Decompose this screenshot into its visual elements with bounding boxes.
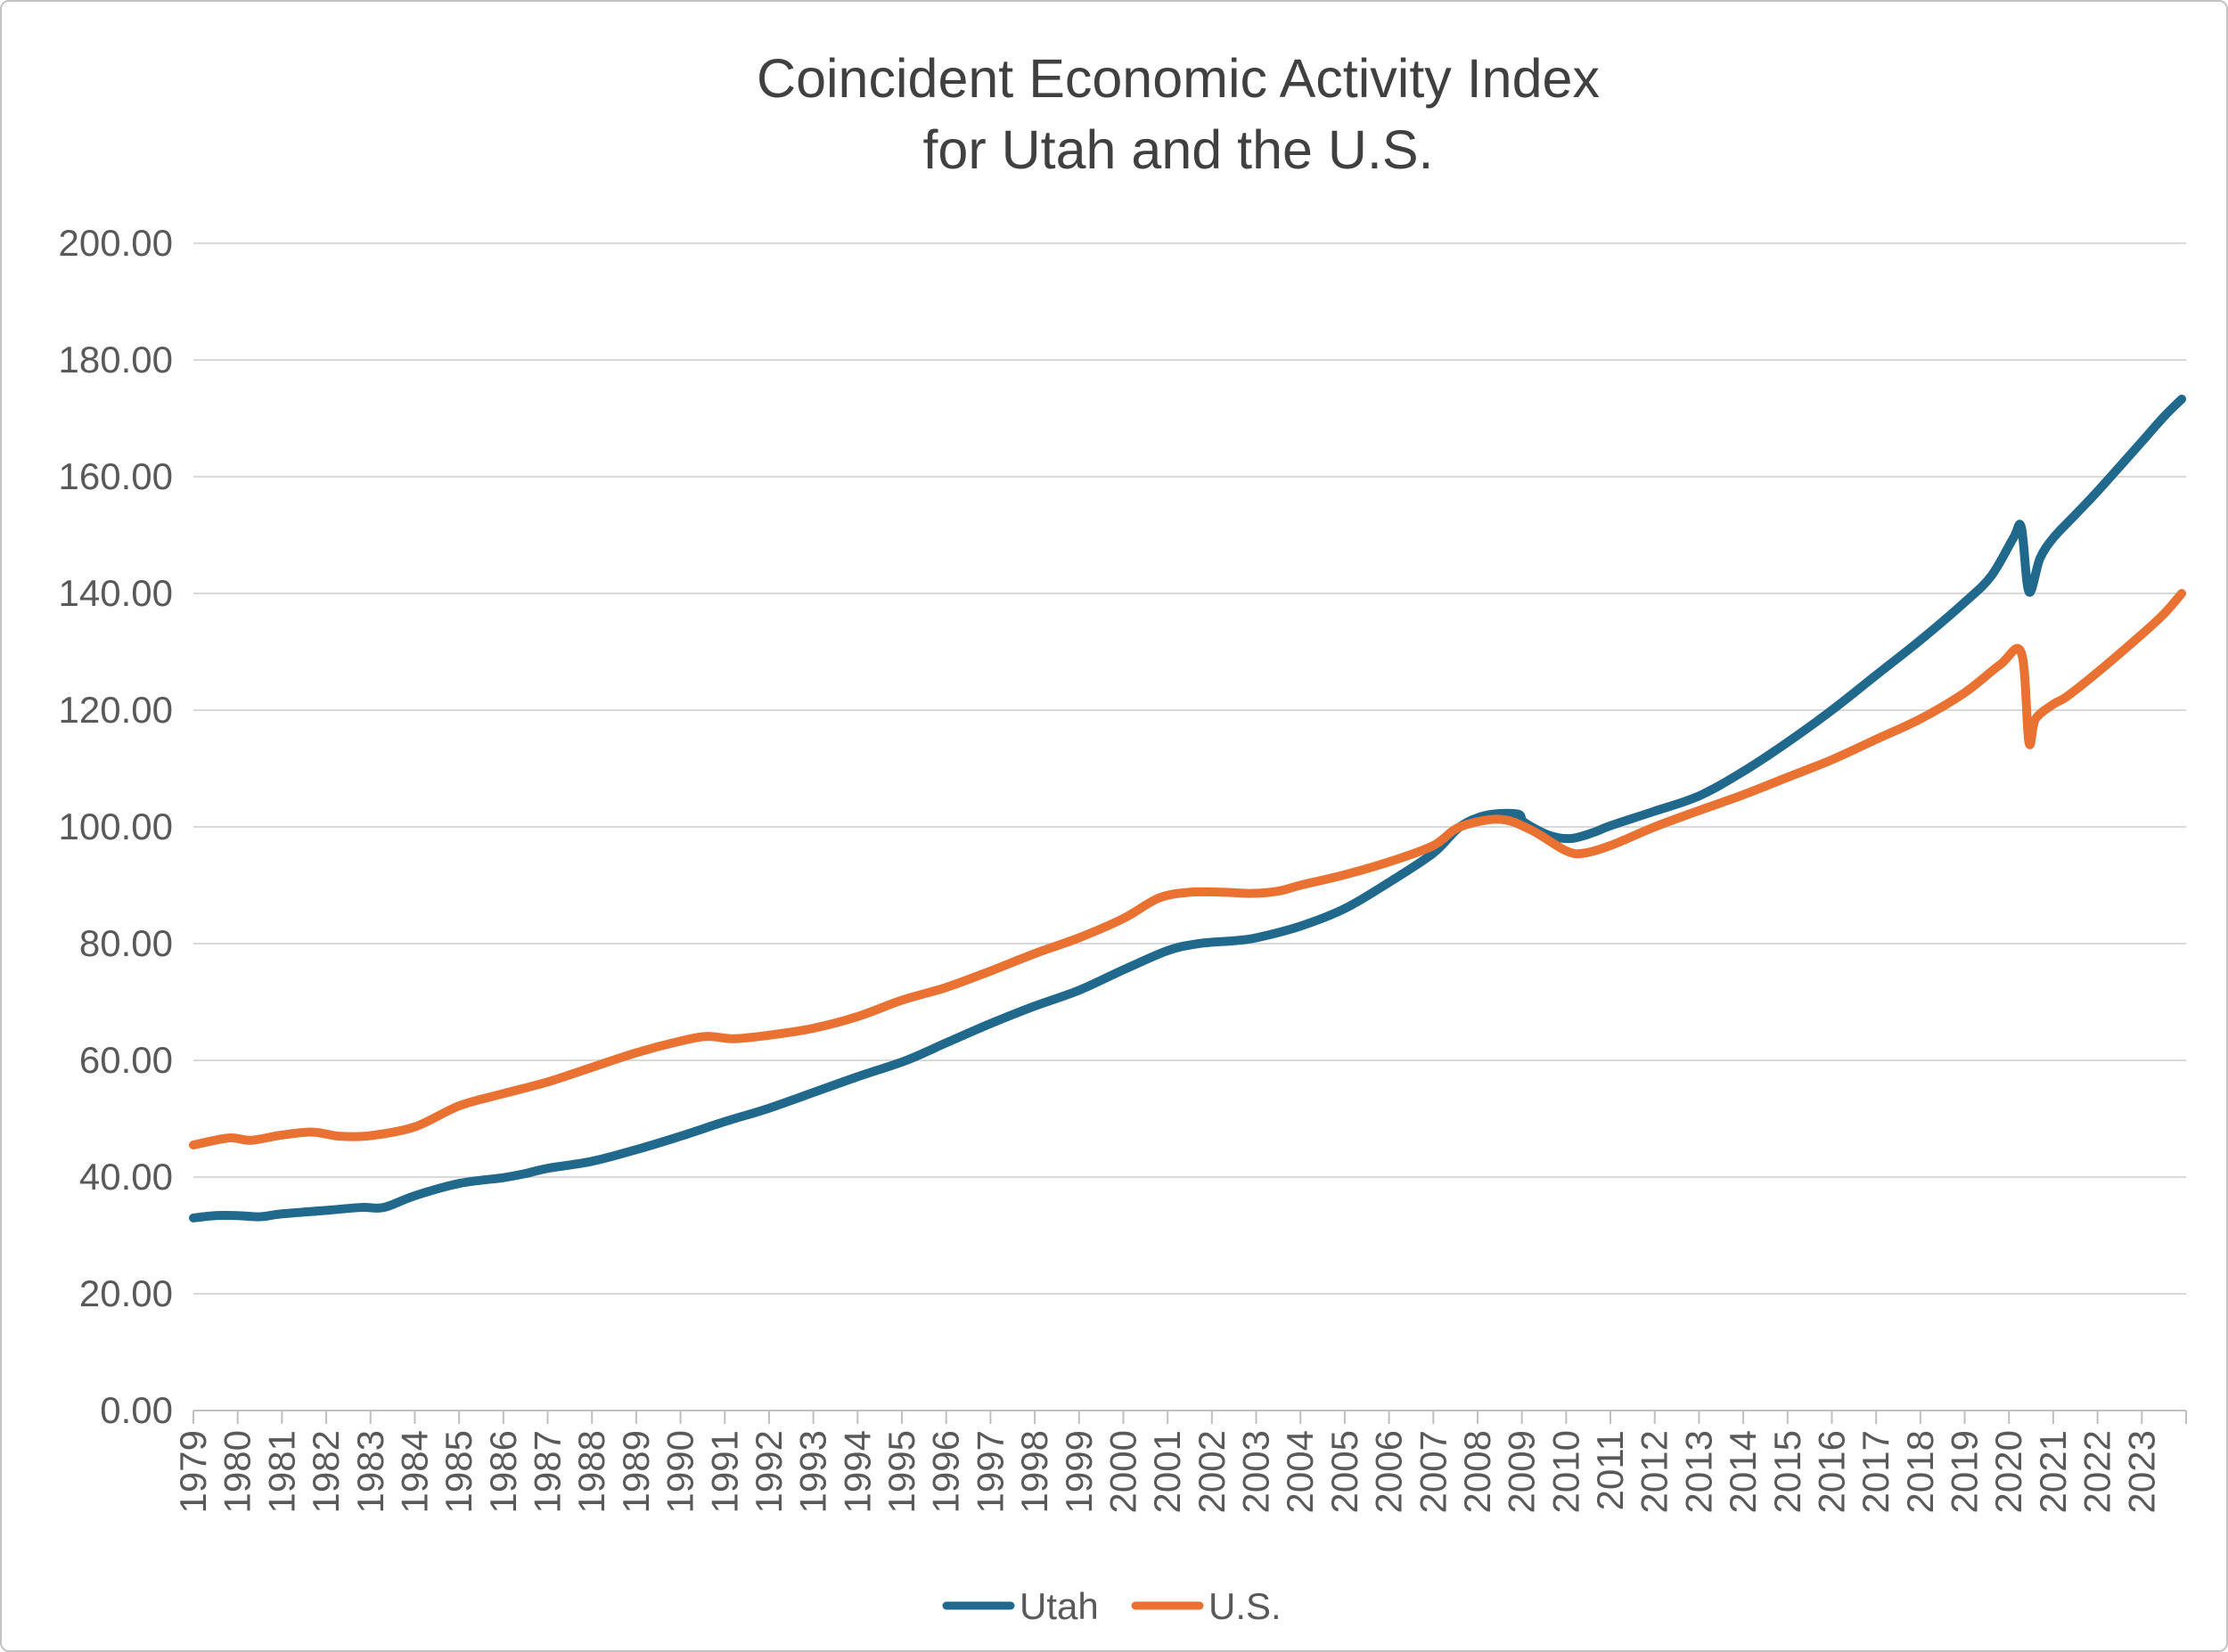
x-tick-label: 1988 [570, 1430, 612, 1513]
x-tick-label: 2012 [1634, 1430, 1675, 1513]
y-axis-labels: 0.00 20.00 40.00 60.00 80.00 100.00 120.00 140.… [59, 222, 173, 1431]
x-tick-label: 2014 [1722, 1430, 1764, 1513]
x-tick-label: 1990 [659, 1430, 701, 1513]
x-tick-label: 2000 [1102, 1430, 1143, 1513]
x-axis-labels: 1979 1980 1981 1982 1983 1984 1985 1986 1987 1988… [172, 1430, 2162, 1513]
legend-item-us: U.S. [1131, 1585, 1282, 1627]
series-line-utah [189, 394, 2187, 1223]
x-tick-label: 2003 [1235, 1430, 1277, 1513]
x-tick-label: 1996 [925, 1430, 967, 1513]
data-series [189, 394, 2187, 1223]
y-tick-label: 40.00 [79, 1156, 173, 1198]
x-tick-label: 2021 [2032, 1430, 2074, 1513]
y-tick-label: 0.00 [100, 1389, 173, 1431]
x-tick-label: 1979 [172, 1430, 214, 1513]
y-tick-label: 200.00 [59, 222, 173, 264]
x-tick-label: 2005 [1323, 1430, 1365, 1513]
x-tick-label: 1994 [836, 1430, 878, 1513]
x-tick-label: 2015 [1766, 1430, 1808, 1513]
x-tick-label: 2017 [1855, 1430, 1896, 1513]
y-tick-label: 80.00 [79, 922, 173, 964]
y-tick-label: 100.00 [59, 806, 173, 847]
y-tick-label: 20.00 [79, 1272, 173, 1314]
chart-title-line2: for Utah and the U.S. [922, 119, 1433, 180]
legend-label-us: U.S. [1208, 1585, 1282, 1627]
x-tick-label: 1999 [1058, 1430, 1100, 1513]
x-tick-label: 2004 [1279, 1430, 1321, 1513]
x-tick-label: 2010 [1544, 1430, 1586, 1513]
x-tick-label: 1992 [748, 1430, 790, 1513]
x-tick-label: 2023 [2120, 1430, 2162, 1513]
x-tick-label: 1984 [393, 1430, 435, 1513]
x-tick-label: 2016 [1810, 1430, 1852, 1513]
x-tick-label: 1997 [969, 1430, 1011, 1513]
x-tick-label: 1995 [881, 1430, 922, 1513]
x-tick-label: 2009 [1501, 1430, 1543, 1513]
x-tick-label: 2018 [1899, 1430, 1941, 1513]
x-tick-label: 2020 [1987, 1430, 2029, 1513]
y-tick-label: 180.00 [59, 339, 173, 380]
y-tick-label: 140.00 [59, 572, 173, 614]
x-tick-label: 2013 [1677, 1430, 1719, 1513]
x-tick-label: 1989 [615, 1430, 657, 1513]
x-tick-label: 1981 [260, 1430, 302, 1513]
x-tick-label: 2019 [1944, 1430, 1986, 1513]
x-tick-label: 2008 [1456, 1430, 1498, 1513]
x-axis [192, 1410, 2187, 1424]
chart-title-line1: Coincident Economic Activity Index [757, 48, 1600, 109]
x-tick-label: 1993 [792, 1430, 834, 1513]
x-tick-label: 2006 [1368, 1430, 1410, 1513]
x-tick-label: 1987 [527, 1430, 569, 1513]
x-tick-label: 1980 [217, 1430, 258, 1513]
x-tick-label: 1998 [1013, 1430, 1055, 1513]
x-tick-label: 2022 [2076, 1430, 2118, 1513]
x-tick-label: 2011 [1589, 1430, 1631, 1510]
series-line-us [189, 589, 2187, 1149]
legend: Utah U.S. [942, 1585, 1282, 1627]
x-tick-label: 1991 [703, 1430, 745, 1513]
x-tick-label: 2007 [1412, 1430, 1454, 1513]
x-tick-label: 1982 [305, 1430, 347, 1513]
y-tick-label: 60.00 [79, 1039, 173, 1081]
x-tick-label: 2002 [1191, 1430, 1233, 1513]
legend-label-utah: Utah [1020, 1585, 1099, 1627]
x-tick-label: 1983 [349, 1430, 391, 1513]
x-tick-label: 1986 [482, 1430, 524, 1513]
x-tick-label: 2001 [1146, 1430, 1188, 1513]
x-tick-label: 1985 [438, 1430, 479, 1513]
y-tick-label: 160.00 [59, 455, 173, 497]
gridlines [193, 242, 2186, 1295]
legend-item-utah: Utah [942, 1585, 1099, 1627]
y-tick-label: 120.00 [59, 689, 173, 731]
